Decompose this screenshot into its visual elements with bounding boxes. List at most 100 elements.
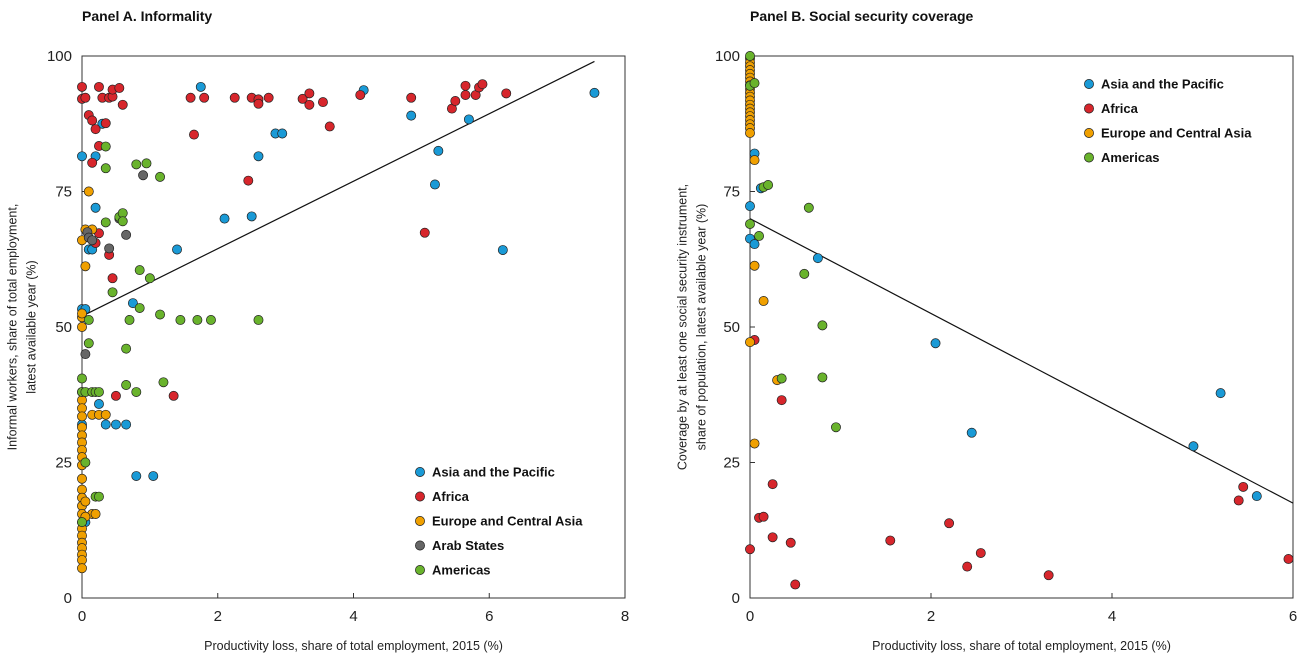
point-europe-and-central-asia <box>749 260 760 271</box>
legend-marker <box>1084 103 1094 114</box>
x-tick-label: 4 <box>349 608 357 625</box>
y-tick-label: 75 <box>55 184 72 201</box>
y-tick-label: 50 <box>55 319 72 336</box>
point-americas <box>745 51 755 61</box>
point-africa <box>355 90 366 100</box>
legend-marker <box>415 540 425 551</box>
point-americas <box>83 338 94 349</box>
point-africa <box>758 511 769 522</box>
point-asia-and-the-pacific <box>219 213 230 224</box>
point-africa <box>419 227 430 238</box>
point-asia-and-the-pacific <box>131 471 142 481</box>
point-asia-and-the-pacific <box>246 211 257 222</box>
point-asia-and-the-pacific <box>253 151 264 162</box>
point-africa <box>189 129 199 140</box>
point-asia-and-the-pacific <box>930 338 941 349</box>
point-asia-and-the-pacific <box>406 110 417 121</box>
point-americas <box>83 315 94 325</box>
point-americas <box>158 377 169 388</box>
point-americas <box>77 373 87 384</box>
point-asia-and-the-pacific <box>110 419 121 430</box>
point-americas <box>831 422 841 433</box>
point-africa <box>450 96 461 106</box>
point-africa <box>199 92 210 103</box>
point-africa <box>324 121 335 132</box>
point-europe-and-central-asia <box>749 438 760 449</box>
point-asia-and-the-pacific <box>497 245 508 255</box>
point-asia-and-the-pacific <box>589 87 600 98</box>
legend-label: Africa <box>432 489 470 504</box>
point-africa <box>477 79 488 90</box>
legend-label: Americas <box>1101 150 1160 165</box>
point-americas <box>776 373 787 384</box>
point-africa <box>107 273 118 284</box>
point-africa <box>304 88 315 99</box>
point-americas <box>94 387 104 397</box>
point-asia-and-the-pacific <box>433 145 444 156</box>
point-americas <box>206 315 216 325</box>
y-tick-label: 50 <box>723 319 740 336</box>
point-americas <box>80 457 91 468</box>
point-europe-and-central-asia <box>77 322 87 332</box>
point-africa <box>745 544 755 555</box>
point-asia-and-the-pacific <box>430 179 440 190</box>
point-europe-and-central-asia <box>745 128 755 138</box>
y-tick-label: 100 <box>47 48 72 65</box>
point-americas <box>253 315 264 325</box>
x-axis-title: Productivity loss, share of total employ… <box>204 639 503 653</box>
point-asia-and-the-pacific <box>1215 388 1226 399</box>
point-americas <box>799 268 810 279</box>
point-africa <box>460 90 471 100</box>
point-asia-and-the-pacific <box>277 128 288 139</box>
legend-marker <box>1084 128 1094 138</box>
point-asia-and-the-pacific <box>463 114 474 125</box>
legend-label: Asia and the Pacific <box>432 465 555 480</box>
point-americas <box>192 315 203 325</box>
point-europe-and-central-asia <box>749 155 760 166</box>
legend-marker <box>415 467 425 477</box>
point-asia-and-the-pacific <box>745 201 755 212</box>
y-tick-label: 0 <box>732 590 740 607</box>
point-americas <box>155 309 166 320</box>
point-africa <box>767 532 778 543</box>
trend-line <box>749 218 1294 504</box>
point-americas <box>100 141 111 152</box>
legend-label: Europe and Central Asia <box>1101 126 1252 141</box>
point-americas <box>134 265 145 276</box>
point-africa <box>110 390 121 401</box>
panel-a-title: Panel A. Informality <box>82 8 213 24</box>
point-americas <box>131 387 142 397</box>
point-africa <box>406 92 417 103</box>
point-asia-and-the-pacific <box>1188 441 1199 452</box>
point-americas <box>134 303 145 313</box>
point-americas <box>155 171 166 182</box>
point-americas <box>749 78 760 89</box>
point-africa <box>77 81 87 92</box>
point-asia-and-the-pacific <box>94 399 104 409</box>
x-tick-label: 8 <box>621 608 629 625</box>
point-africa <box>1238 481 1249 492</box>
point-asia-and-the-pacific <box>1251 491 1262 502</box>
trend-line <box>81 60 595 317</box>
point-africa <box>297 93 308 104</box>
point-europe-and-central-asia <box>745 337 755 348</box>
x-tick-label: 4 <box>1108 608 1116 625</box>
y-tick-label: 25 <box>55 455 72 472</box>
point-africa <box>885 535 896 546</box>
point-africa <box>117 99 128 110</box>
point-europe-and-central-asia <box>100 409 111 420</box>
point-africa <box>318 97 328 108</box>
legend-marker <box>415 565 425 575</box>
legend-marker <box>415 491 425 502</box>
point-africa <box>114 83 125 93</box>
legend-label: Africa <box>1101 101 1139 116</box>
legend-marker <box>415 516 425 526</box>
x-tick-label: 0 <box>78 608 86 625</box>
point-europe-and-central-asia <box>758 296 769 306</box>
point-americas <box>754 230 765 241</box>
point-africa <box>767 479 778 490</box>
y-axis-title-line: share of population, latest available ye… <box>694 204 708 451</box>
point-europe-and-central-asia <box>83 186 94 197</box>
point-arab-states <box>121 229 132 240</box>
point-africa <box>962 561 973 572</box>
